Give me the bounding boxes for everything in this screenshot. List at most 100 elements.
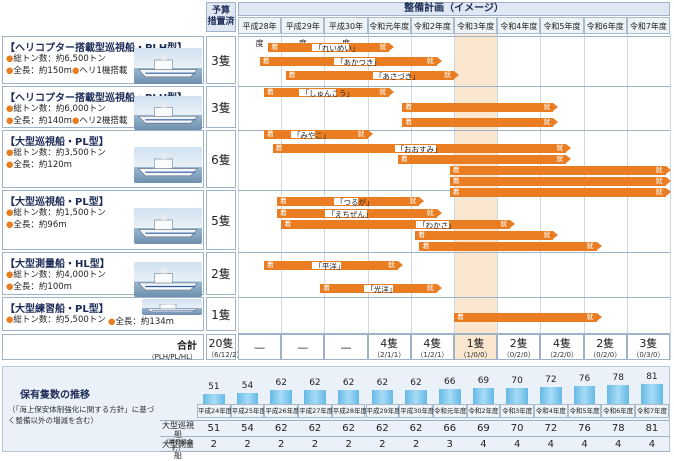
ship-count: 2隻 — [206, 252, 236, 295]
summary-value: — — [340, 341, 352, 354]
survey-count: 4 — [648, 439, 656, 450]
fleet-bar — [540, 387, 562, 404]
fleet-bar-label: 62 — [342, 378, 355, 389]
bar-start-label: 着 — [405, 118, 413, 126]
schedule-bar: 着 就 「つるが」 — [276, 197, 424, 207]
ship-tonnage: ●総トン数：約1,500トン — [6, 208, 106, 218]
ship-photo — [134, 48, 202, 84]
grid-line — [238, 34, 239, 360]
bar-end-label: 就 — [543, 103, 551, 111]
grid-line — [497, 34, 499, 360]
bar-start-label: 着 — [418, 231, 426, 239]
fleet-bar — [371, 390, 394, 404]
patrol-count: 51 — [207, 423, 221, 434]
patrol-count: 72 — [544, 423, 558, 434]
bar-start-label: 着 — [279, 209, 287, 217]
bar-end-label: 就 — [443, 71, 451, 79]
patrol-count: 62 — [409, 423, 423, 434]
fleet-year-label: 平成29年度 — [365, 404, 401, 418]
summary-value: 2隻 — [596, 337, 615, 350]
fleet-year-label: 平成25年度 — [230, 404, 266, 418]
year-header-7: 令和5年度 — [540, 17, 584, 34]
bar-ship-name: 「れいめい」 — [311, 43, 359, 53]
grid-row-line — [238, 252, 670, 253]
summary-label: 合計 — [177, 341, 197, 352]
bar-end-label: 就 — [357, 130, 365, 138]
summary-cell-2: — — [324, 334, 368, 360]
survey-count: 2 — [278, 439, 285, 450]
schedule-bar: 着就 — [402, 118, 559, 127]
grid-row-line — [238, 130, 670, 131]
bar-start-label: 着 — [452, 177, 460, 185]
ship-count: 6隻 — [206, 130, 236, 188]
survey-count: 2 — [379, 439, 386, 450]
summary-cell-8: 2隻 （0/2/0） — [583, 334, 627, 360]
fleet-bar — [472, 388, 495, 404]
summary-value: 4隻 — [380, 337, 399, 350]
summary-breakdown: （1/2/1） — [416, 351, 449, 359]
patrol-count: 62 — [308, 423, 322, 434]
fleet-bar-label: 81 — [646, 372, 658, 383]
schedule-bar: 着 就 「れいめい」 — [268, 43, 395, 53]
ship-length: ●全長：約140m — [6, 116, 72, 126]
patrol-count: 69 — [477, 423, 490, 434]
grid-row-line — [238, 333, 670, 334]
ship-tonnage: ●総トン数：約6,000トン — [6, 104, 106, 114]
bar-ship-name: 「あさづき」 — [371, 71, 420, 81]
ship-name: 【ヘリコプター搭載型巡視船・PLH型】 — [5, 43, 188, 54]
fleet-bar-label: 70 — [511, 375, 523, 386]
ship-photo — [134, 208, 202, 244]
ship-tonnage: ●総トン数：約5,500トン — [6, 315, 106, 325]
ship-length: ●全長：約150m — [6, 66, 72, 76]
bar-start-label: 着 — [422, 242, 430, 250]
fleet-year-label: 令和7年度 — [635, 404, 669, 418]
bar-end-label: 就 — [655, 188, 663, 196]
bar-ship-name: 「あかつき」 — [333, 57, 381, 67]
bar-start-label: 着 — [271, 43, 279, 51]
patrol-count: 70 — [510, 423, 524, 434]
row1-label-cell: 大型巡視船 （練習船含む） — [160, 421, 196, 453]
bar-end-label: 就 — [543, 118, 551, 126]
bar-ship-name: 「みやこ」 — [289, 130, 330, 140]
fleet-year-label: 令和2年度 — [466, 404, 501, 418]
summary-value: 1隻 — [466, 337, 485, 350]
schedule-bar: 着 就 「あさづき」 — [285, 71, 460, 81]
grid-line — [670, 34, 671, 360]
survey-count: 4 — [513, 439, 521, 450]
year-header-8: 令和6年度 — [583, 17, 627, 34]
patrol-count: 62 — [342, 423, 355, 434]
fleet-bar-label: 62 — [275, 378, 287, 389]
summary-value: — — [297, 341, 309, 354]
year-header-4: 令和2年度 — [410, 17, 454, 34]
grid-line — [454, 34, 455, 360]
schedule-bar: 着就 — [415, 231, 559, 240]
fleet-year-label: 平成26年度 — [264, 404, 300, 418]
ship-length: ●全長：約134m — [108, 317, 174, 327]
year-header-3: 令和元年度 — [367, 17, 411, 34]
bar-start-label: 着 — [400, 155, 408, 163]
schedule-bar: 着 就 「光洋」 — [320, 284, 442, 294]
fleet-bar-label: 78 — [612, 373, 624, 384]
bar-start-label: 着 — [279, 197, 287, 205]
survey-count: 2 — [412, 439, 420, 450]
fleet-year-label: 令和4年度 — [534, 404, 568, 418]
summary-label-cell: 合計 （PLH/PL/HL） — [2, 334, 204, 361]
fleet-bar-label: 62 — [309, 378, 321, 389]
bar-end-label: 就 — [655, 166, 663, 174]
ship-name: 【大型練習船・PL型】 — [5, 304, 109, 315]
fleet-bar — [405, 390, 427, 404]
row1-label: 大型巡視船 — [162, 421, 194, 439]
schedule-bar: 着就 — [419, 242, 602, 251]
summary-value: 4隻 — [423, 337, 442, 350]
survey-count: 4 — [581, 439, 588, 450]
row2-label: 大型測量船 — [162, 440, 194, 460]
summary-cell-5: 1隻 （1/0/0） — [454, 334, 498, 360]
fleet-bar — [438, 389, 461, 404]
fleet-bar-label: 62 — [376, 378, 389, 389]
schedule-bar: 着就 — [454, 313, 602, 322]
bar-end-label: 就 — [426, 57, 434, 65]
fleet-bar-label: 51 — [208, 382, 220, 393]
summary-cell-0: — — [238, 334, 282, 360]
bar-start-label: 着 — [405, 103, 413, 111]
bar-end-label: 就 — [556, 144, 564, 152]
